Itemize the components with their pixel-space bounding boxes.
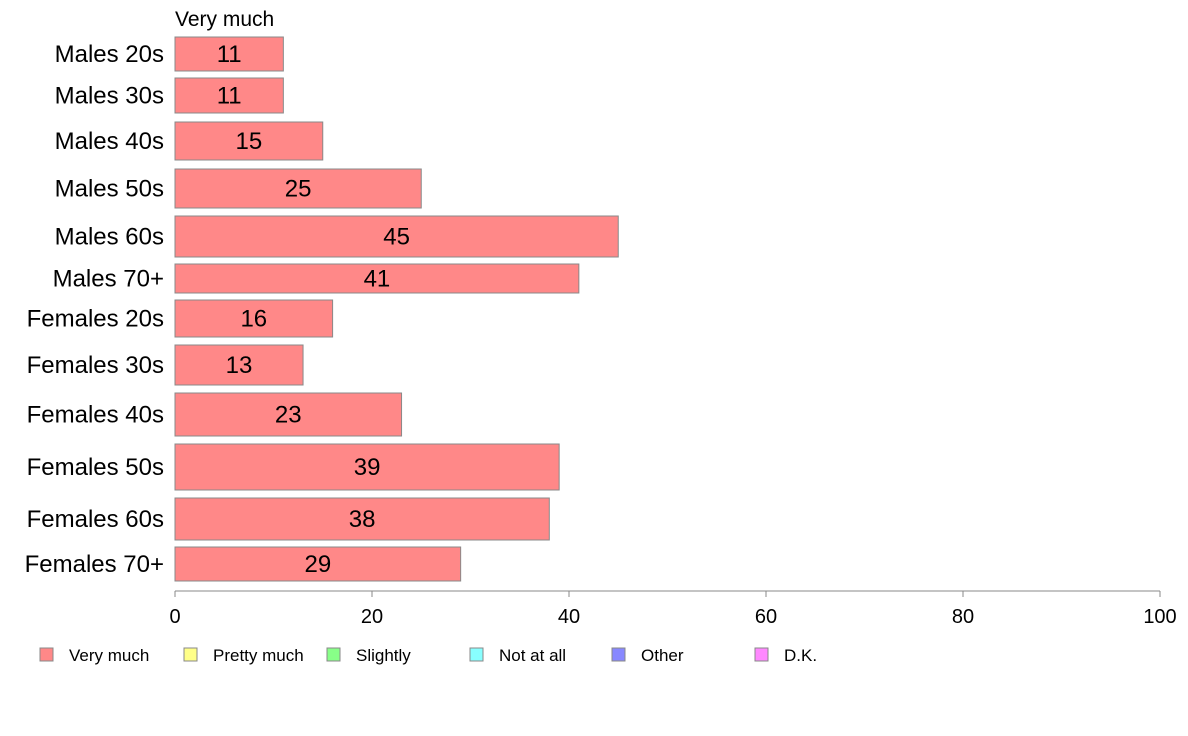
value-label-males-70: 41: [364, 266, 391, 293]
value-label-males-60s: 45: [383, 224, 410, 251]
value-label-females-70: 29: [304, 551, 331, 578]
value-label-females-50s: 39: [354, 454, 381, 481]
category-label-females-60s: Females 60s: [27, 506, 164, 533]
bar-females-20s: [174, 299, 334, 338]
bar-females-50s: [174, 443, 560, 491]
x-tick-label-20: 20: [361, 606, 383, 628]
bar-males-50s: [174, 168, 422, 209]
legend-label-not-at-all: Not at all: [499, 646, 566, 665]
category-label-males-60s: Males 60s: [55, 224, 164, 251]
value-label-females-30s: 13: [226, 352, 253, 379]
legend-label-d-k: D.K.: [784, 646, 817, 665]
value-label-females-60s: 38: [349, 506, 376, 533]
legend-swatch-slightly: [326, 647, 341, 662]
category-label-females-50s: Females 50s: [27, 454, 164, 481]
x-tick-label-0: 0: [169, 606, 180, 628]
value-label-males-30s: 11: [217, 83, 242, 110]
category-label-females-40s: Females 40s: [27, 402, 164, 429]
value-label-males-20s: 11: [217, 41, 242, 68]
legend-swatch-not-at-all: [469, 647, 484, 662]
bar-males-60s: [174, 215, 619, 258]
legend: Very much Pretty much Slightly Not at all Ot…: [39, 646, 817, 665]
category-label-males-20s: Males 20s: [55, 41, 164, 68]
bars-group: Males 20s 11 Males 30s 11 Males 40s 15 Males 5…: [25, 36, 619, 582]
bar-males-30s: [174, 77, 284, 114]
bar-males-70: [174, 263, 580, 294]
legend-swatch-very-much: [39, 647, 54, 662]
category-label-females-70: Females 70+: [25, 551, 164, 578]
series-header: Very much: [175, 8, 274, 31]
legend-swatch-other: [611, 647, 626, 662]
legend-label-pretty-much: Pretty much: [213, 646, 304, 665]
legend-swatch-d-k: [754, 647, 769, 662]
legend-label-very-much: Very much: [69, 646, 149, 665]
x-tick-label-80: 80: [952, 606, 974, 628]
bar-females-60s: [174, 497, 550, 541]
value-label-males-50s: 25: [285, 176, 312, 203]
bar-males-40s: [174, 121, 324, 161]
category-label-females-30s: Females 30s: [27, 352, 164, 379]
category-label-males-70: Males 70+: [53, 266, 164, 293]
x-tick-label-40: 40: [558, 606, 580, 628]
bar-females-70: [174, 546, 462, 582]
bar-females-40s: [174, 392, 403, 437]
legend-swatch-pretty-much: [183, 647, 198, 662]
value-label-females-40s: 23: [275, 402, 302, 429]
legend-label-other: Other: [641, 646, 684, 665]
x-tick-label-100: 100: [1143, 606, 1176, 628]
x-tick-label-60: 60: [755, 606, 777, 628]
bar-females-30s: [174, 344, 304, 386]
value-label-males-40s: 15: [236, 128, 263, 155]
x-axis: 0 20 40 60 80 100: [169, 590, 1177, 628]
value-label-females-20s: 16: [240, 306, 267, 333]
category-label-females-20s: Females 20s: [27, 306, 164, 333]
category-label-males-40s: Males 40s: [55, 128, 164, 155]
bar-males-20s: [174, 36, 284, 72]
legend-label-slightly: Slightly: [356, 646, 411, 665]
category-label-males-30s: Males 30s: [55, 83, 164, 110]
category-label-males-50s: Males 50s: [55, 176, 164, 203]
